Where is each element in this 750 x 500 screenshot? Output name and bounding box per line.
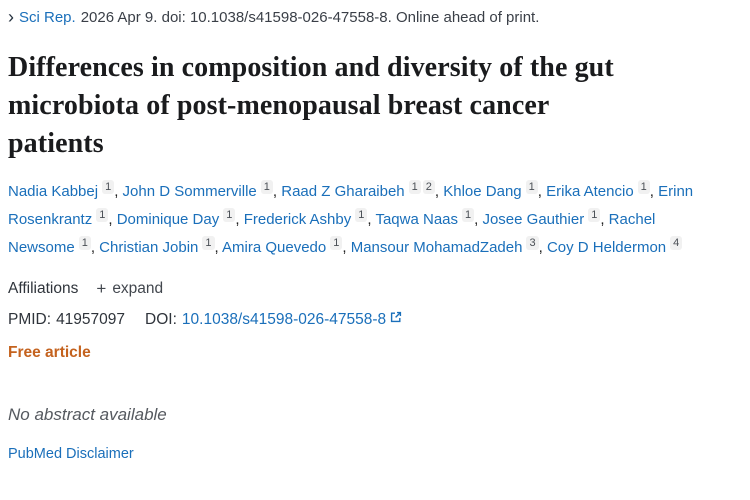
identifiers-row: PMID: 41957097 DOI: 10.1038/s41598-026-4… [8,310,740,329]
author-link[interactable]: Amira Quevedo [222,239,327,256]
author-separator: , [600,211,609,228]
pmid-value: 41957097 [56,310,126,328]
abstract-status-text: No abstract available [8,405,167,424]
author-affiliation-sup[interactable]: 3 [526,236,539,250]
author-affiliation-sup[interactable]: 1 [78,236,91,250]
author-separator: , [235,211,244,228]
article-title-line-1: Differences in composition and diversity… [8,52,614,83]
author-separator: , [342,239,351,256]
author-affiliation-sup[interactable]: 1 [223,208,236,222]
expand-label: expand [112,280,164,297]
disclaimer-row: PubMed Disclaimer [8,446,740,462]
doi-label: DOI: [145,310,177,328]
author-item: Khloe Dang 1, [443,180,547,200]
author-link[interactable]: Coy D Heldermon [546,239,667,256]
doi-link[interactable]: 10.1038/s41598-026-47558-8 [181,310,387,328]
article-title-line-2: microbiota of post-menopausal breast can… [8,90,550,121]
author-link[interactable]: Erika Atencio [546,183,634,200]
author-item: Erinn Rosenkrantz 1, [8,183,693,228]
author-affiliation-sup[interactable]: 1 [260,180,273,194]
affiliations-label: Affiliations [8,280,79,297]
author-item: Nadia Kabbej 1, [8,180,123,200]
author-separator: , [114,183,123,200]
author-affiliation-sup[interactable]: 4 [670,236,683,250]
free-article-badge: Free article [8,344,91,361]
author-affiliation-sup[interactable]: 1 [102,180,115,194]
author-affiliation-sup[interactable]: 1 [202,236,215,250]
article-title-line-3: patients [8,128,104,159]
author-separator: , [272,183,282,200]
author-item: Christian Jobin 1, [99,236,223,256]
citation-text: 2026 Apr 9. doi: 10.1038/s41598-026-4755… [80,9,540,26]
author-separator: , [90,239,100,256]
author-link[interactable]: Rachel Newsome [8,211,656,256]
author-affiliation-sup[interactable]: 1 [525,180,538,194]
author-link[interactable]: Taqwa Naas [375,211,458,228]
author-link[interactable]: John D Sommerville [122,183,257,200]
journal-citation-line: › Sci Rep. 2026 Apr 9. doi: 10.1038/s415… [8,8,740,28]
author-link[interactable]: Erinn Rosenkrantz [8,183,694,228]
author-affiliation-sup[interactable]: 1 [588,208,601,222]
author-link[interactable]: Nadia Kabbej [8,183,99,200]
author-item: Raad Z Gharaibeh 1 2, [281,180,444,200]
author-item: Dominique Day 1, [116,208,244,228]
author-item: Frederick Ashby 1, [243,208,376,228]
author-affiliation-sup[interactable]: 1 [462,208,475,222]
authors-list: Nadia Kabbej 1, John D Sommerville 1, Raad… [8,178,716,262]
author-item: Erika Atencio 1, [546,180,659,200]
author-item: John D Sommerville 1, [122,180,282,200]
author-link[interactable]: Raad Z Gharaibeh [281,183,405,200]
pmid-label: PMID: [8,310,52,328]
author-separator: , [537,183,547,200]
author-separator: , [214,239,223,256]
external-link-icon [389,310,403,329]
journal-link[interactable]: Sci Rep. [19,9,76,26]
author-link[interactable]: Josee Gauthier [482,211,585,228]
chevron-right-icon[interactable]: › [8,7,14,27]
pubmed-disclaimer-link[interactable]: PubMed Disclaimer [8,446,134,462]
author-affiliation-sup[interactable]: 2 [422,180,435,194]
author-separator: , [538,239,547,256]
author-item: Rachel Newsome 1, [8,211,655,256]
author-link[interactable]: Dominique Day [116,211,220,228]
author-separator: , [474,211,483,228]
author-link[interactable]: Mansour MohamadZadeh [350,239,523,256]
author-link[interactable]: Khloe Dang [443,183,522,200]
doi-group: DOI: 10.1038/s41598-026-47558-8 [145,310,403,329]
affiliations-row: Affiliations + expand [8,280,740,298]
author-item: Taqwa Naas 1, [375,208,483,228]
author-item: Amira Quevedo 1, [222,236,351,256]
author-affiliation-sup[interactable]: 1 [637,180,650,194]
author-separator: , [434,183,444,200]
author-item: Mansour MohamadZadeh 3, [350,236,547,256]
author-affiliation-sup[interactable]: 1 [330,236,343,250]
author-item: Coy D Heldermon 4 [546,236,683,256]
author-link[interactable]: Frederick Ashby [243,211,352,228]
plus-icon: + [96,279,107,298]
author-link[interactable]: Christian Jobin [99,239,199,256]
article-title: Differences in composition and diversity… [8,49,740,163]
affiliations-expand-button[interactable]: + expand [96,280,163,298]
pubmed-article-page: › Sci Rep. 2026 Apr 9. doi: 10.1038/s415… [8,8,740,462]
author-separator: , [649,183,659,200]
author-item: Josee Gauthier 1, [482,208,609,228]
author-separator: , [108,211,117,228]
author-affiliation-sup[interactable]: 1 [408,180,421,194]
author-affiliation-sup[interactable]: 1 [355,208,368,222]
author-separator: , [367,211,376,228]
author-affiliation-sup[interactable]: 1 [96,208,109,222]
